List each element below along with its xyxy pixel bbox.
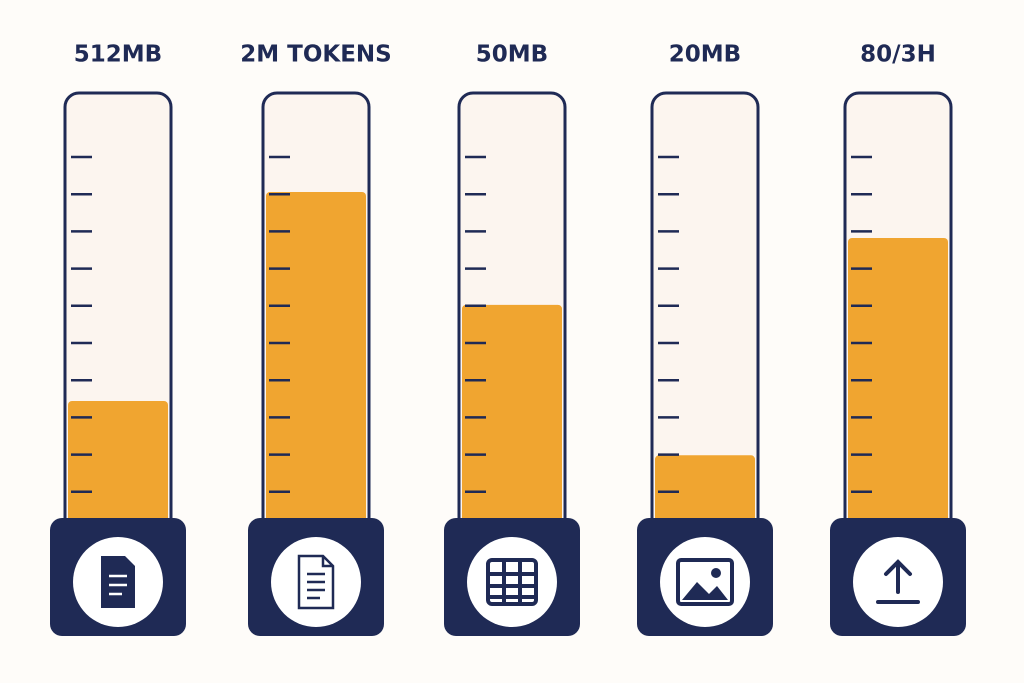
gauge-fill [68, 400, 168, 528]
gauge-label: 512MB [74, 42, 162, 68]
gauge-fill [848, 237, 948, 528]
icon [876, 559, 920, 604]
gauge-label: 50MB [476, 42, 548, 68]
icon-circle [467, 537, 557, 627]
gauge-fill [655, 455, 755, 528]
icon [486, 558, 538, 606]
gauge-fill [266, 191, 366, 528]
gauge-fill [462, 304, 562, 528]
icon [676, 558, 734, 606]
gauge-label: 2M TOKENS [240, 42, 392, 68]
icon-circle [660, 537, 750, 627]
gauge-label: 20MB [669, 42, 741, 68]
gauge-label: 80/3H [860, 42, 936, 68]
icon [101, 556, 135, 608]
icon [297, 554, 335, 610]
